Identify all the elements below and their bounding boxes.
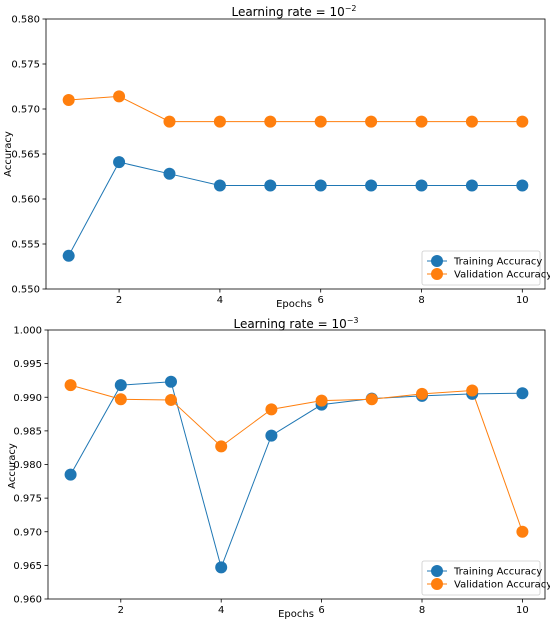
data-point xyxy=(465,179,478,192)
data-point xyxy=(62,249,75,262)
data-point xyxy=(516,525,529,538)
data-point xyxy=(415,179,428,192)
data-point xyxy=(113,90,126,103)
legend-box xyxy=(421,560,541,596)
y-tick-label: 1.000 xyxy=(13,326,42,337)
data-point xyxy=(465,115,478,128)
data-point xyxy=(516,115,529,128)
data-point xyxy=(416,387,429,400)
plot-frame xyxy=(45,18,546,290)
data-point xyxy=(314,179,327,192)
y-tick-label: 0.985 xyxy=(13,426,42,437)
x-tick-label: 10 xyxy=(516,295,529,306)
data-point xyxy=(114,379,127,392)
data-point xyxy=(163,167,176,180)
data-point xyxy=(64,379,77,392)
y-axis-label: Accuracy xyxy=(3,131,14,177)
chart-title: Learning rate = 10−2 xyxy=(231,4,356,19)
data-point xyxy=(365,393,378,406)
y-tick-label: 0.965 xyxy=(13,561,42,572)
data-point xyxy=(164,375,177,388)
data-point xyxy=(114,393,127,406)
data-point xyxy=(164,393,177,406)
data-point xyxy=(113,156,126,169)
legend-marker xyxy=(431,578,443,590)
data-point xyxy=(365,115,378,128)
x-axis-label: Epochs xyxy=(276,299,312,310)
y-tick-label: 0.970 xyxy=(13,527,42,538)
x-tick-label: 2 xyxy=(116,295,122,306)
x-tick-label: 4 xyxy=(217,295,223,306)
y-tick-label: 0.995 xyxy=(13,359,42,370)
y-tick-label: 0.980 xyxy=(13,460,42,471)
x-axis-label: Epochs xyxy=(278,609,314,620)
data-point xyxy=(264,179,277,192)
y-tick-label: 0.570 xyxy=(11,105,40,116)
x-tick-label: 8 xyxy=(419,605,425,616)
y-tick-label: 0.960 xyxy=(13,595,42,606)
y-tick-label: 0.990 xyxy=(13,393,42,404)
data-point xyxy=(264,115,277,128)
legend-box xyxy=(421,250,541,286)
data-point xyxy=(215,561,228,574)
x-tick-label: 6 xyxy=(318,295,324,306)
data-point xyxy=(516,179,529,192)
y-tick-label: 0.580 xyxy=(11,15,40,26)
data-point xyxy=(365,179,378,192)
x-tick-label: 6 xyxy=(318,605,324,616)
x-tick-label: 2 xyxy=(118,605,124,616)
series-line xyxy=(68,95,523,123)
data-point xyxy=(163,115,176,128)
data-point xyxy=(265,429,278,442)
data-point xyxy=(62,94,75,106)
y-tick-label: 0.565 xyxy=(11,150,40,161)
y-tick-label: 0.555 xyxy=(11,240,40,251)
chart-lr-1e-3: Learning rate = 10−3 Epochs Accuracy 2 4 6… xyxy=(7,316,550,620)
data-point xyxy=(64,468,77,481)
legend-entry: Validation Accuracy xyxy=(454,580,550,591)
y-axis-label: Accuracy xyxy=(7,443,18,489)
data-point xyxy=(215,440,228,453)
y-tick-label: 0.575 xyxy=(11,60,40,71)
legend-entry: Training Accuracy xyxy=(453,257,542,268)
data-point xyxy=(213,115,226,128)
x-tick-label: 10 xyxy=(516,605,529,616)
series-line xyxy=(70,381,523,570)
legend-marker xyxy=(431,565,443,577)
data-point xyxy=(213,179,226,192)
legend-marker xyxy=(431,268,443,280)
y-tick-label: 0.560 xyxy=(11,195,40,206)
chart-title: Learning rate = 10−3 xyxy=(233,316,358,331)
legend-marker xyxy=(431,255,443,267)
y-tick-label: 0.550 xyxy=(11,285,40,296)
plot-frame xyxy=(47,329,546,600)
series-line xyxy=(68,161,523,256)
series-line xyxy=(70,384,523,532)
data-point xyxy=(415,115,428,128)
data-point xyxy=(516,387,529,400)
legend-entry: Validation Accuracy xyxy=(454,270,550,281)
data-point xyxy=(466,384,479,397)
legend-entry: Training Accuracy xyxy=(453,567,542,578)
data-point xyxy=(314,115,327,128)
y-tick-label: 0.975 xyxy=(13,494,42,505)
x-tick-label: 4 xyxy=(218,605,224,616)
data-point xyxy=(315,394,328,407)
chart-lr-1e-2: Learning rate = 10−2 Epochs Accuracy 2 4 6… xyxy=(3,4,550,310)
x-tick-label: 8 xyxy=(418,295,424,306)
data-point xyxy=(265,403,278,416)
